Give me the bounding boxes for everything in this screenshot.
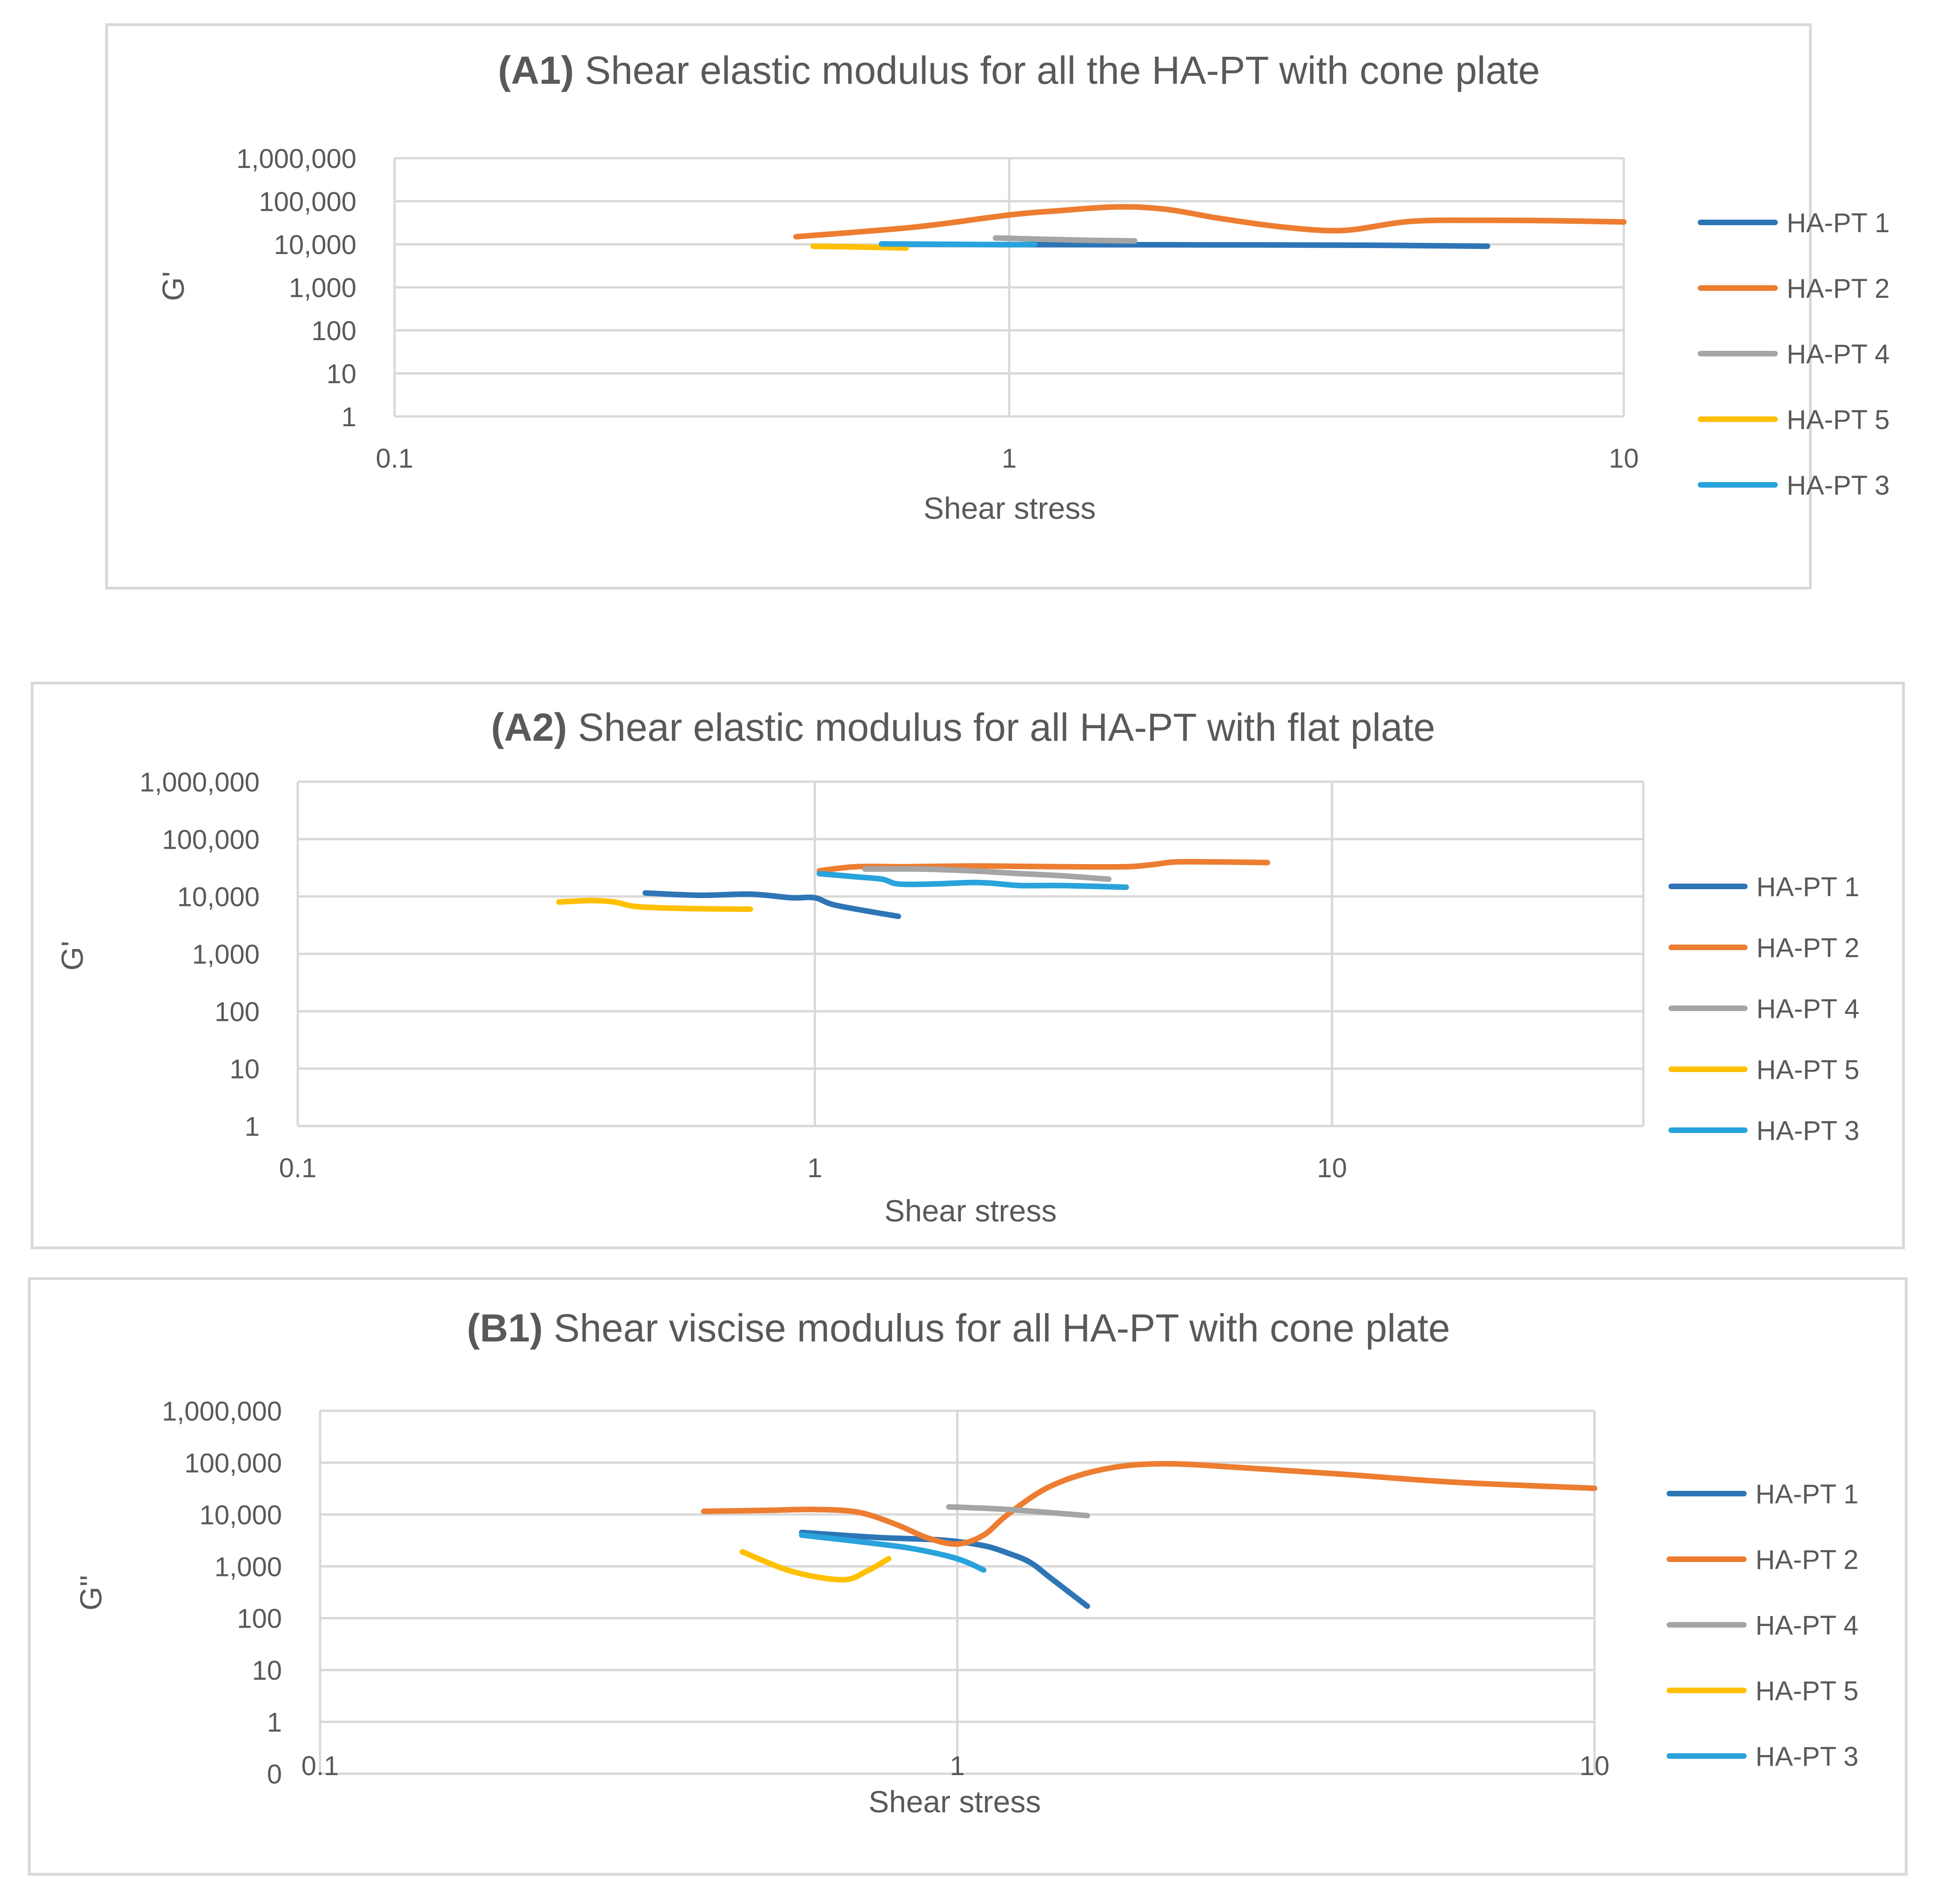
legend-label-ha-pt-2: HA-PT 2 — [1755, 1545, 1858, 1575]
legend-label-ha-pt-3: HA-PT 3 — [1755, 1742, 1858, 1772]
series-line-ha-pt-3 — [799, 1532, 987, 1573]
series-line-ha-pt-4 — [946, 1504, 1090, 1519]
chart-title-text: Shear elastic modulus for all HA-PT with… — [567, 705, 1435, 749]
y-axis-title: G'' — [74, 1575, 108, 1611]
series-line-ha-pt-2 — [701, 1461, 1597, 1547]
x-tick-label: 0.1 — [301, 1751, 339, 1781]
y-tick-label: 1,000 — [289, 273, 356, 303]
y-tick-label: 100 — [311, 316, 356, 346]
legend-label-ha-pt-4: HA-PT 4 — [1755, 1610, 1858, 1641]
y-tick-label: 1,000 — [214, 1552, 282, 1582]
legend-label-ha-pt-3: HA-PT 3 — [1756, 1116, 1859, 1146]
x-tick-label: 1 — [950, 1751, 965, 1781]
y-tick-label: 100,000 — [184, 1448, 282, 1478]
series-line-ha-pt-3 — [878, 241, 1038, 248]
y-tick-label: 10 — [252, 1656, 282, 1686]
chart-panel-a2 — [31, 682, 1905, 1249]
chart-title-a2: (A2) Shear elastic modulus for all HA-PT… — [491, 705, 1435, 749]
y-tick-label: 0 — [267, 1759, 282, 1790]
legend-label-ha-pt-2: HA-PT 2 — [1787, 274, 1889, 304]
x-tick-label: 0.1 — [376, 443, 414, 474]
legend-label-ha-pt-3: HA-PT 3 — [1787, 470, 1889, 501]
x-axis-title: Shear stress — [869, 1784, 1041, 1819]
y-tick-label: 10 — [229, 1054, 260, 1085]
y-axis-title: G' — [55, 941, 89, 971]
series-line-ha-pt-1 — [643, 890, 901, 919]
y-tick-label: 1,000 — [192, 939, 260, 970]
chart-title-prefix: (A1) — [498, 48, 574, 92]
legend-label-ha-pt-5: HA-PT 5 — [1787, 405, 1889, 435]
series-line-ha-pt-5 — [810, 243, 909, 251]
y-tick-label: 10,000 — [200, 1500, 282, 1530]
chart-panel-a1 — [105, 23, 1812, 590]
x-axis-title: Shear stress — [924, 491, 1096, 525]
y-tick-label: 1 — [267, 1708, 282, 1738]
y-tick-label: 10,000 — [177, 882, 260, 912]
x-axis-title: Shear stress — [884, 1193, 1057, 1228]
series-line-ha-pt-1 — [799, 1529, 1090, 1609]
legend-label-ha-pt-1: HA-PT 1 — [1787, 208, 1889, 238]
chart-title-text: Shear viscise modulus for all HA-PT with… — [543, 1306, 1450, 1350]
x-tick-label: 10 — [1609, 443, 1639, 474]
y-tick-label: 1,000,000 — [140, 767, 260, 798]
x-tick-label: 10 — [1317, 1153, 1347, 1183]
series-line-ha-pt-5 — [556, 898, 753, 912]
y-tick-label: 1 — [245, 1112, 260, 1142]
y-tick-label: 1,000,000 — [236, 144, 356, 174]
x-tick-label: 1 — [1002, 443, 1017, 474]
chart-title-text: Shear elastic modulus for all the HA-PT … — [574, 48, 1540, 92]
legend-label-ha-pt-1: HA-PT 1 — [1755, 1479, 1858, 1509]
chart-title-prefix: (A2) — [491, 705, 567, 749]
series-line-ha-pt-3 — [817, 871, 1129, 890]
y-tick-label: 10,000 — [274, 230, 356, 260]
y-tick-label: 100,000 — [162, 825, 260, 855]
y-tick-label: 1 — [342, 402, 356, 432]
legend-label-ha-pt-4: HA-PT 4 — [1787, 339, 1889, 369]
y-tick-label: 100 — [237, 1604, 282, 1634]
chart-title-prefix: (B1) — [467, 1306, 543, 1350]
y-tick-label: 1,000,000 — [162, 1396, 282, 1427]
legend-label-ha-pt-5: HA-PT 5 — [1756, 1055, 1859, 1085]
y-axis-title: G' — [156, 271, 190, 301]
legend-label-ha-pt-2: HA-PT 2 — [1756, 933, 1859, 963]
legend-label-ha-pt-1: HA-PT 1 — [1756, 872, 1859, 902]
series-line-ha-pt-2 — [793, 204, 1627, 240]
chart-title-a1: (A1) Shear elastic modulus for all the H… — [498, 48, 1540, 92]
x-tick-label: 1 — [807, 1153, 822, 1183]
series-line-ha-pt-4 — [862, 866, 1112, 882]
x-tick-label: 0.1 — [279, 1153, 317, 1183]
series-line-ha-pt-4 — [992, 235, 1138, 244]
chart-title-b1: (B1) Shear viscise modulus for all HA-PT… — [467, 1306, 1450, 1350]
y-tick-label: 100 — [214, 997, 260, 1027]
y-tick-label: 100,000 — [259, 187, 356, 217]
y-tick-label: 10 — [326, 359, 356, 389]
legend-label-ha-pt-5: HA-PT 5 — [1755, 1676, 1858, 1706]
legend-label-ha-pt-4: HA-PT 4 — [1756, 994, 1859, 1024]
series-line-ha-pt-5 — [739, 1549, 891, 1583]
